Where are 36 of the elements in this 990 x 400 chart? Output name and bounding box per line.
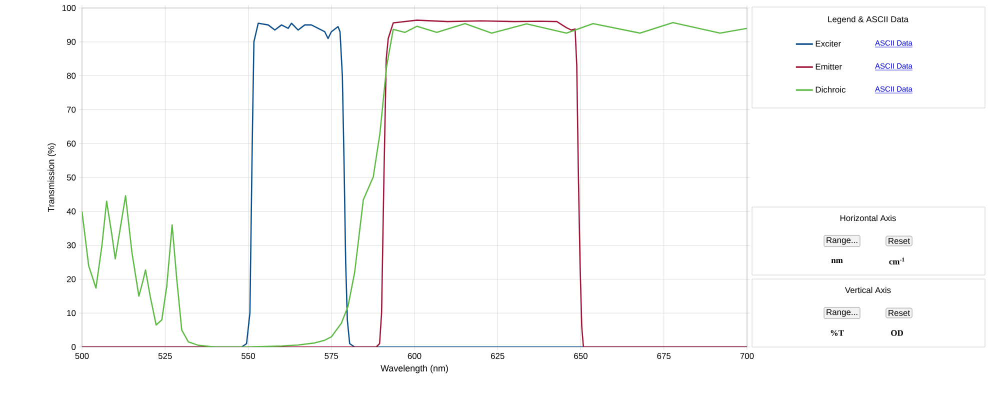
y-axis-title: Transmission (%) <box>48 143 56 212</box>
text: %T <box>830 330 844 336</box>
x-tick-label: 500 <box>75 353 89 360</box>
y-tick-label: 20 <box>66 276 76 282</box>
y-tick-label: 50 <box>66 174 76 180</box>
x-tick-label: 550 <box>242 353 255 360</box>
text: Horizontal Axis <box>840 214 896 222</box>
y-tick-label: 100 <box>62 5 76 11</box>
y-tick-label: 10 <box>67 310 76 316</box>
legend-title: Legend & ASCII Data <box>828 16 908 24</box>
text: Vertical Axis <box>844 286 891 294</box>
x-tick-label: 650 <box>574 353 588 360</box>
text: OD <box>891 330 903 336</box>
y-tick-label: 70 <box>66 106 76 113</box>
legend-label: Dichroic <box>816 86 846 93</box>
x-axis-title: Wavelength (nm) <box>380 364 448 374</box>
x-tick-label: 675 <box>657 353 671 360</box>
y-tick-label: 60 <box>66 140 76 147</box>
x-tick-label: 700 <box>740 353 754 360</box>
y-tick-label: 0 <box>72 344 76 350</box>
legend-label: Emitter <box>816 63 842 70</box>
text: Reset <box>888 238 910 244</box>
text: Range... <box>826 237 858 245</box>
text: Range... <box>826 309 858 317</box>
x-tick-label: 600 <box>408 353 422 360</box>
text: cm$^{-1}$ <box>889 258 904 264</box>
legend-label: Exciter <box>816 40 841 47</box>
x-tick-label: 625 <box>491 353 504 360</box>
y-tick-label: 30 <box>66 242 76 248</box>
y-tick-label: 40 <box>66 208 76 214</box>
text: nm <box>831 259 843 263</box>
text: Reset <box>888 310 910 316</box>
y-tick-label: 80 <box>66 72 76 79</box>
x-tick-label: 525 <box>158 353 172 360</box>
y-tick-label: 90 <box>66 38 76 45</box>
x-tick-label: 575 <box>324 353 338 359</box>
